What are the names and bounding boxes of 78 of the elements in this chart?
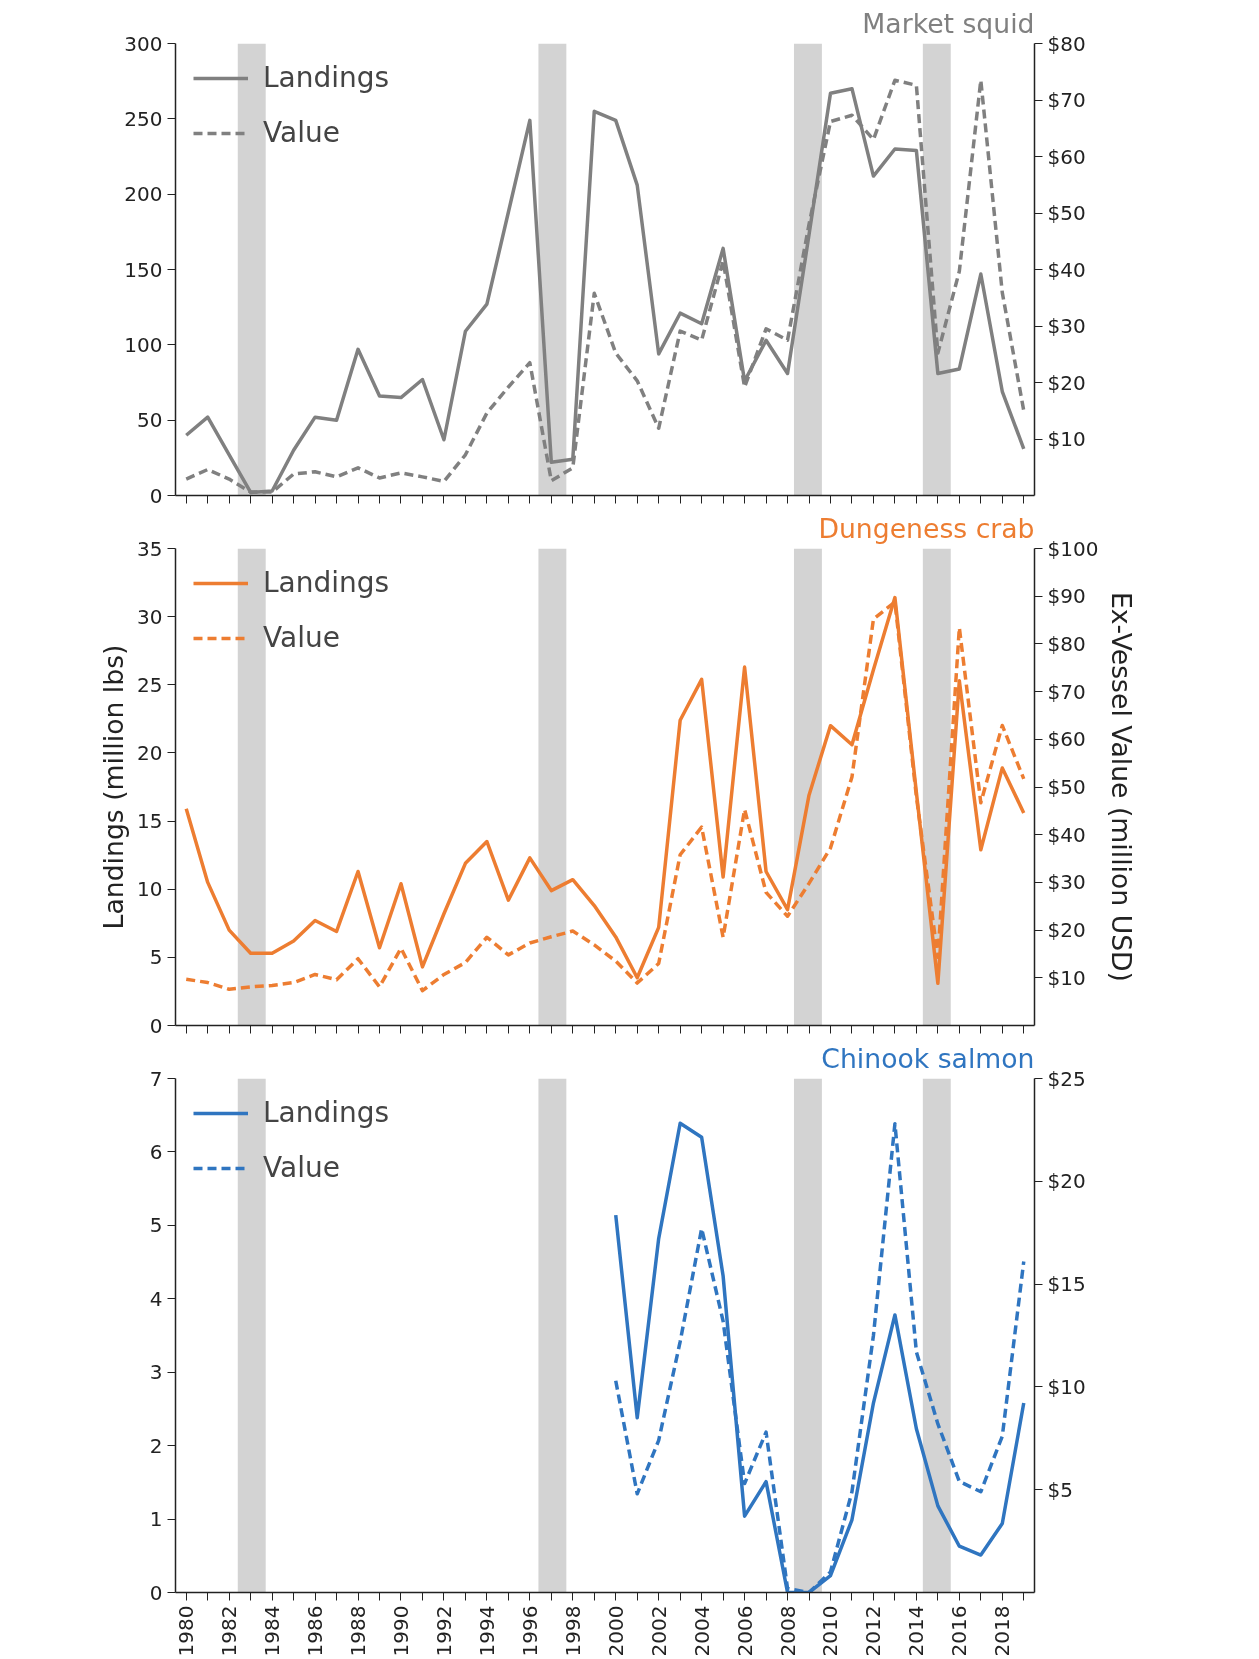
y2-tick-label: $70 bbox=[1047, 88, 1086, 112]
y-tick-label: 5 bbox=[149, 945, 163, 970]
y-tick-label: 1 bbox=[149, 1507, 163, 1532]
y-tick-label: 150 bbox=[124, 257, 163, 282]
y2-tick-label: $80 bbox=[1047, 31, 1086, 56]
y-tick-label: 0 bbox=[149, 1580, 163, 1605]
y-tick-label: 20 bbox=[137, 740, 163, 765]
y-tick-label: 0 bbox=[149, 483, 163, 508]
y-tick-label: 2 bbox=[149, 1433, 163, 1458]
x-tick-label: 2018 bbox=[990, 1605, 1015, 1657]
x-tick-label: 1998 bbox=[560, 1605, 585, 1657]
x-tick-label: 1980 bbox=[174, 1605, 199, 1657]
y2-tick-label: $10 bbox=[1047, 965, 1086, 990]
y2-tick-label: $20 bbox=[1047, 918, 1086, 943]
y-tick-label: 300 bbox=[124, 31, 163, 56]
legend-label: Value bbox=[263, 116, 340, 149]
y2-tick-label: $10 bbox=[1047, 1374, 1086, 1399]
x-tick-label: 2012 bbox=[861, 1605, 886, 1657]
x-tick-label: 2010 bbox=[818, 1605, 843, 1657]
x-tick-label: 1994 bbox=[474, 1605, 499, 1657]
legend-label: Landings bbox=[263, 61, 390, 94]
y-tick-label: 10 bbox=[137, 877, 163, 902]
y-tick-label: 50 bbox=[137, 408, 163, 433]
legend-label: Value bbox=[263, 621, 340, 654]
y2-tick-label: $60 bbox=[1047, 144, 1086, 169]
y-tick-label: 0 bbox=[149, 1013, 163, 1038]
y2-tick-label: $60 bbox=[1047, 727, 1086, 752]
chart-title: Dungeness crab bbox=[818, 512, 1035, 544]
y2-tick-label: $50 bbox=[1047, 201, 1086, 225]
y-tick-label: 5 bbox=[149, 1213, 163, 1238]
y2-tick-label: $70 bbox=[1047, 679, 1086, 704]
y2-tick-label: $90 bbox=[1047, 584, 1086, 609]
legend-label: Landings bbox=[263, 1096, 390, 1129]
line-series bbox=[613, 1121, 1026, 1593]
x-tick-label: 2008 bbox=[775, 1605, 800, 1657]
y2-tick-label: $10 bbox=[1047, 427, 1086, 451]
y2-tick-label: $40 bbox=[1047, 822, 1086, 847]
y2-tick-label: $15 bbox=[1047, 1272, 1086, 1297]
y-axis-title: Landings (million lbs) bbox=[98, 644, 130, 930]
y-tick-label: 30 bbox=[137, 604, 163, 629]
y2-tick-label: $20 bbox=[1047, 370, 1086, 395]
y2-tick-label: $5 bbox=[1047, 1477, 1073, 1502]
x-tick-label: 1986 bbox=[303, 1605, 328, 1657]
x-tick-label: 2000 bbox=[603, 1605, 628, 1657]
x-tick-label: 1982 bbox=[217, 1605, 242, 1657]
x-tick-label: 2002 bbox=[646, 1605, 671, 1657]
x-tick-label: 2014 bbox=[904, 1605, 929, 1657]
x-tick-label: 2006 bbox=[732, 1605, 757, 1657]
legend-label: Value bbox=[263, 1151, 340, 1184]
y-tick-label: 250 bbox=[124, 106, 163, 131]
y2-tick-label: $100 bbox=[1047, 536, 1099, 561]
x-tick-label: 1992 bbox=[431, 1605, 456, 1657]
y2-tick-label: $80 bbox=[1047, 631, 1086, 656]
x-tick-label: 2016 bbox=[947, 1605, 972, 1657]
y-tick-label: 3 bbox=[149, 1360, 163, 1385]
chart-title: Market squid bbox=[862, 7, 1035, 39]
y-tick-label: 7 bbox=[149, 1066, 163, 1091]
y-tick-label: 100 bbox=[124, 332, 163, 357]
y-tick-label: 15 bbox=[137, 809, 163, 834]
x-tick-label: 2004 bbox=[689, 1605, 714, 1657]
x-tick-label: 1990 bbox=[388, 1605, 413, 1657]
y2-tick-label: $25 bbox=[1047, 1066, 1086, 1091]
y2-tick-label: $50 bbox=[1047, 775, 1086, 799]
legend-label: Landings bbox=[263, 566, 390, 599]
y-tick-label: 25 bbox=[137, 672, 163, 697]
y2-tick-label: $30 bbox=[1047, 870, 1086, 895]
y2-tick-label: $40 bbox=[1047, 257, 1086, 282]
y-tick-label: 6 bbox=[149, 1139, 163, 1164]
x-tick-label: 1996 bbox=[517, 1605, 542, 1657]
y2-tick-label: $20 bbox=[1047, 1169, 1086, 1194]
x-tick-label: 1988 bbox=[346, 1605, 371, 1657]
y2-axis-title: Ex-Vessel Value (million USD) bbox=[1106, 592, 1138, 982]
y-tick-label: 4 bbox=[149, 1286, 163, 1311]
y-tick-label: 35 bbox=[137, 536, 163, 561]
chart-title: Chinook salmon bbox=[821, 1042, 1035, 1074]
x-tick-label: 1984 bbox=[260, 1605, 285, 1657]
y2-tick-label: $30 bbox=[1047, 314, 1086, 338]
y-tick-label: 200 bbox=[124, 182, 163, 207]
